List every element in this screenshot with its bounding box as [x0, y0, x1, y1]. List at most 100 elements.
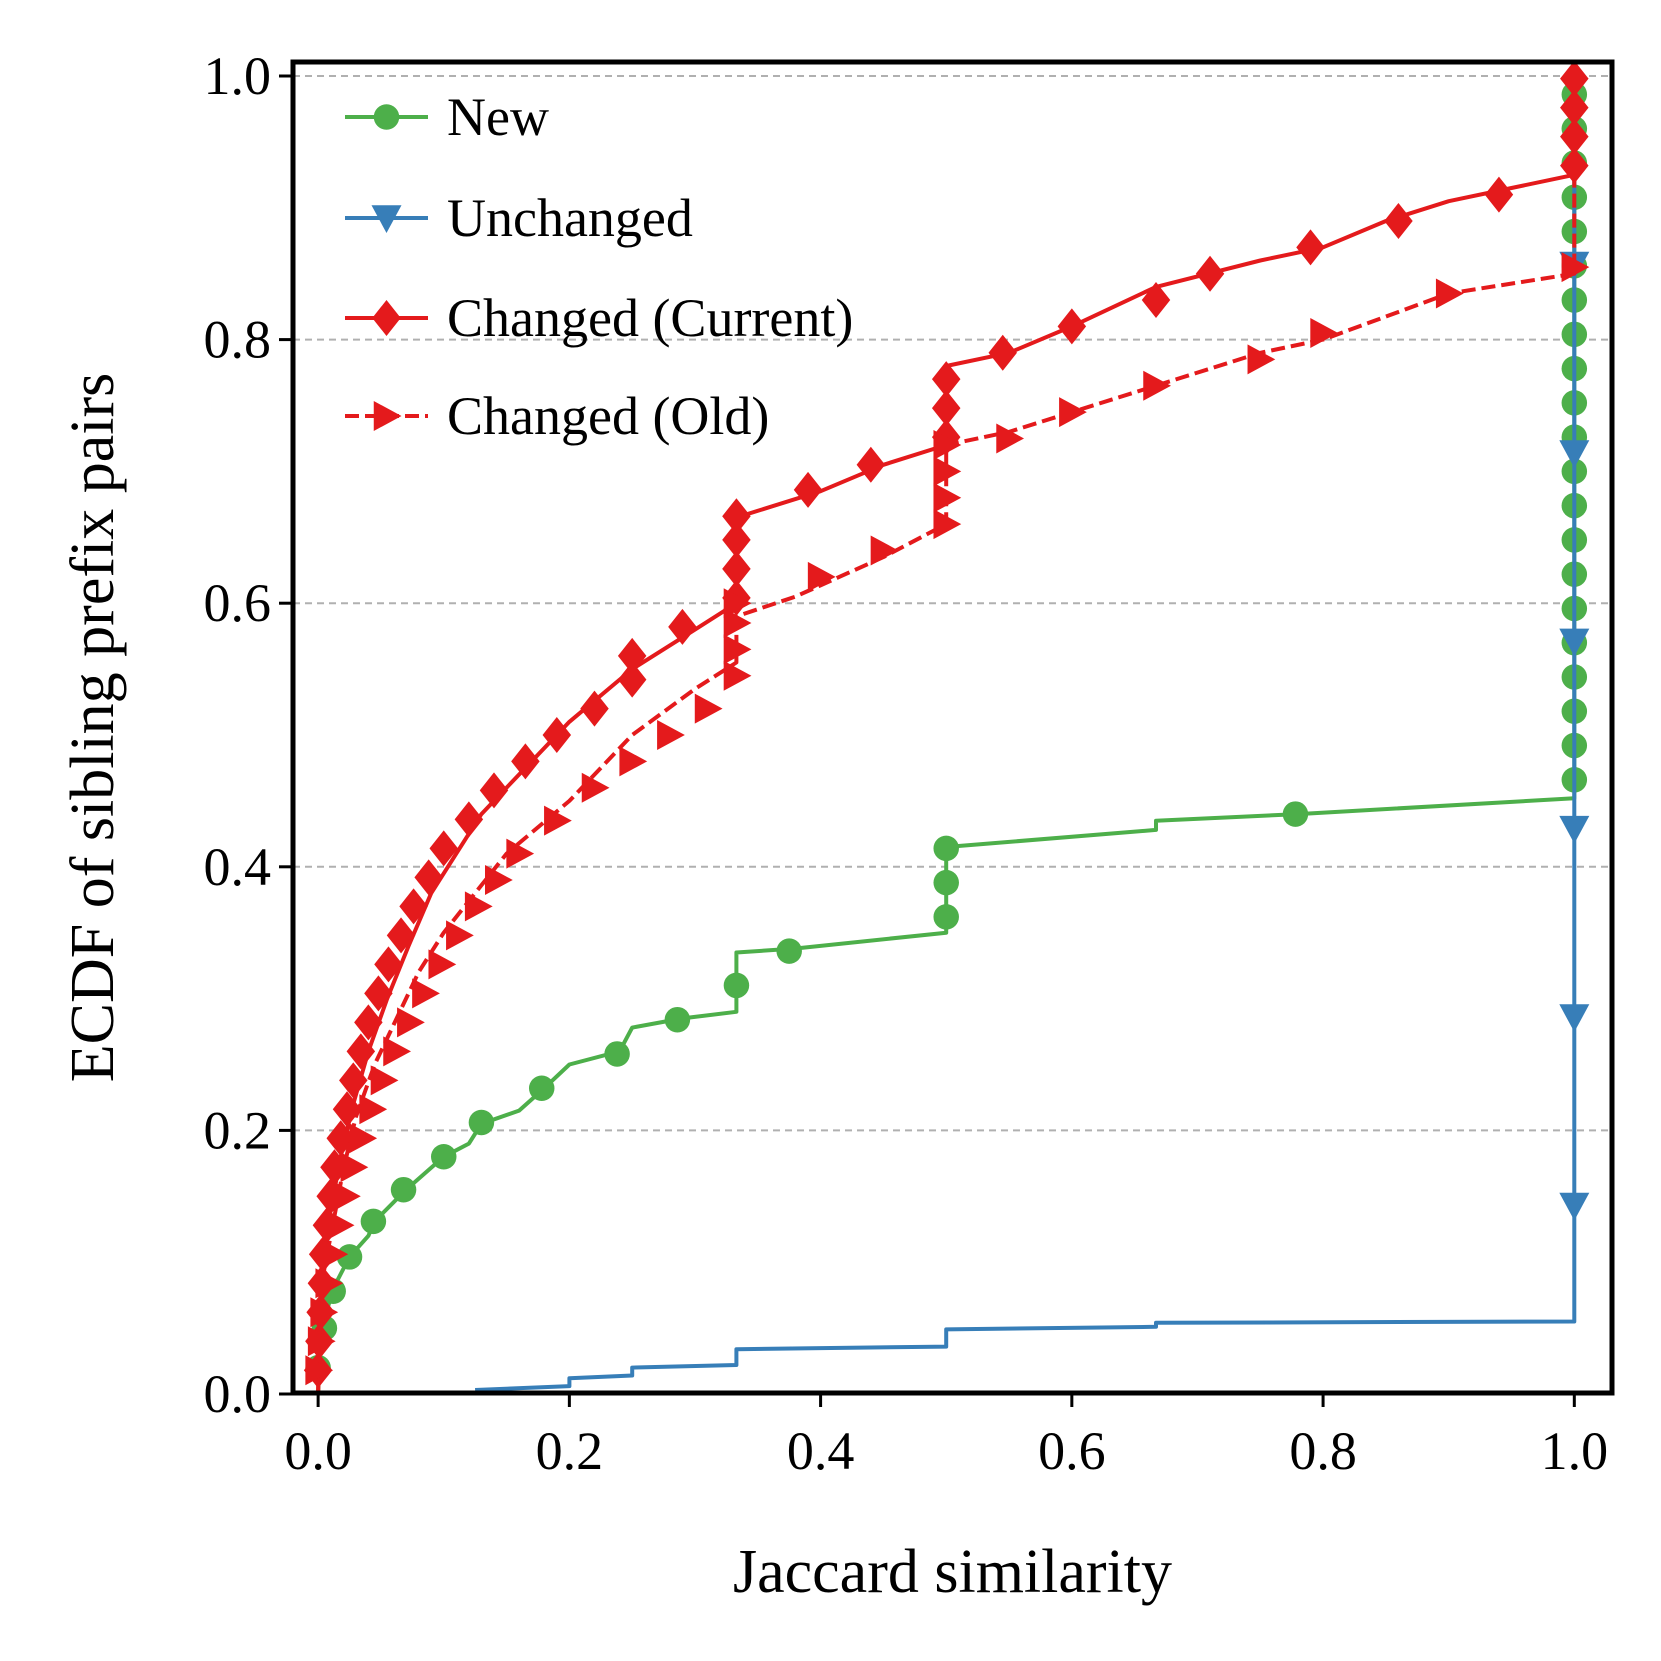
- legend-marker-new: [373, 104, 400, 130]
- y-tick-label-3: 0.6: [204, 573, 272, 633]
- series-point-changed-old-10: [370, 1065, 399, 1096]
- series-point-changed-old-14: [428, 949, 457, 980]
- legend-label-changed-old: Changed (Old): [447, 386, 769, 446]
- series-point-new-6: [430, 1144, 457, 1170]
- series-point-changed-current-20: [479, 772, 509, 809]
- x-tick-label-4: 0.8: [1289, 1421, 1357, 1481]
- series-point-changed-current-26: [668, 608, 697, 645]
- series-point-changed-current-13: [364, 975, 393, 1012]
- series-point-changed-old-3: [315, 1268, 344, 1299]
- series-point-changed-old-7: [340, 1152, 369, 1183]
- legend-entry-unchanged: Unchanged: [345, 188, 693, 248]
- series-point-changed-old-4: [320, 1239, 349, 1270]
- grid-lines: [293, 75, 1612, 1132]
- series-point-changed-old-13: [412, 978, 440, 1009]
- series-point-changed-current-11: [346, 1033, 376, 1070]
- y-tick-label-2: 0.4: [204, 837, 272, 897]
- series-point-changed-old-21: [619, 746, 648, 777]
- series-point-changed-old-17: [485, 864, 513, 895]
- series-point-changed-old-8: [349, 1123, 378, 1154]
- series-point-changed-current-16: [399, 888, 428, 925]
- series-changed-current: [303, 60, 1589, 1395]
- series-point-changed-old-26: [723, 607, 752, 638]
- series-point-changed-current-30: [722, 498, 751, 535]
- series-point-changed-old-37: [1247, 344, 1276, 375]
- series-point-changed-old-25: [723, 634, 752, 665]
- legend-label-unchanged: Unchanged: [447, 188, 693, 248]
- series-point-changed-current-10: [339, 1062, 368, 1099]
- series-point-changed-old-0: [305, 1355, 334, 1386]
- legend-entry-changed-current: Changed (Current): [345, 288, 853, 348]
- legend-symbol-changed-old: [345, 401, 428, 431]
- series-point-changed-current-40: [1296, 229, 1325, 266]
- legend-marker-unchanged: [371, 205, 402, 233]
- series-point-changed-current-34: [931, 390, 961, 427]
- legend-entry-changed-old: Changed (Old): [345, 386, 769, 446]
- y-tick-label-1: 0.2: [204, 1100, 272, 1160]
- series-line-unchanged: [475, 76, 1577, 1392]
- series-point-changed-current-37: [1057, 308, 1087, 345]
- series-point-changed-current-42: [1484, 176, 1514, 213]
- series-point-unchanged-2: [1559, 815, 1590, 844]
- series-point-changed-current-32: [856, 446, 886, 483]
- plot-series: [303, 60, 1590, 1395]
- series-point-changed-old-30: [933, 509, 962, 540]
- series-unchanged: [475, 76, 1590, 1392]
- y-tick-label-0: 0.0: [204, 1364, 272, 1424]
- series-point-new-16: [1282, 801, 1309, 827]
- series-point-unchanged-3: [1559, 628, 1590, 657]
- plot-frame: [290, 59, 1615, 1396]
- series-point-changed-current-19: [454, 801, 484, 838]
- series-point-changed-old-38: [1310, 318, 1339, 349]
- series-point-new-15: [933, 835, 959, 862]
- series-point-changed-old-22: [657, 720, 685, 750]
- series-point-changed-current-29: [722, 521, 751, 558]
- series-point-new-5: [390, 1176, 417, 1203]
- series-point-new-13: [933, 904, 959, 930]
- series-point-changed-old-19: [544, 805, 572, 836]
- legend-symbol-unchanged: [345, 205, 428, 233]
- series-point-changed-current-36: [988, 334, 1017, 371]
- series-point-changed-old-33: [933, 430, 962, 461]
- x-tick-label-3: 0.6: [1038, 1421, 1106, 1481]
- series-point-new-8: [528, 1075, 555, 1101]
- series-point-changed-current-38: [1141, 282, 1171, 319]
- series-line-changed-old: [316, 76, 1577, 1395]
- legend-symbol-changed-current: [345, 300, 428, 336]
- series-point-changed-old-31: [933, 482, 962, 513]
- legend-symbol-new: [345, 104, 428, 130]
- series-point-changed-old-28: [807, 561, 836, 592]
- x-axis-title: Jaccard similarity: [733, 1538, 1172, 1606]
- series-point-new-12: [776, 938, 802, 964]
- series-new: [305, 76, 1588, 1395]
- y-tick-label-4: 0.8: [204, 310, 272, 370]
- series-point-changed-old-18: [506, 838, 535, 869]
- legend-label-changed-current: Changed (Current): [447, 288, 853, 348]
- series-point-changed-current-14: [374, 946, 403, 983]
- series-point-changed-old-35: [1059, 397, 1087, 428]
- legend-label-new: New: [447, 87, 549, 147]
- legend-marker-changed-current: [372, 300, 401, 336]
- series-point-changed-current-35: [931, 361, 961, 398]
- series-changed-old: [305, 76, 1590, 1395]
- series-point-changed-old-39: [1435, 278, 1464, 309]
- series-point-changed-old-9: [359, 1094, 388, 1125]
- series-point-changed-old-24: [723, 660, 752, 691]
- series-point-changed-current-24: [617, 661, 647, 698]
- series-point-changed-current-22: [542, 717, 572, 753]
- series-point-changed-old-2: [310, 1297, 339, 1328]
- legend: New Unchanged Changed (Current) Changed …: [345, 87, 853, 446]
- series-point-new-4: [360, 1208, 387, 1235]
- series-point-changed-old-23: [694, 693, 723, 724]
- series-point-changed-old-40: [1561, 252, 1590, 283]
- x-tick-label-0: 0.0: [284, 1421, 352, 1481]
- series-point-changed-current-18: [429, 830, 458, 867]
- series-point-new-10: [664, 1006, 691, 1033]
- series-point-new-11: [723, 972, 750, 999]
- legend-entry-new: New: [345, 87, 549, 147]
- x-tick-label-5: 1.0: [1541, 1421, 1609, 1481]
- series-point-unchanged-4: [1559, 440, 1590, 468]
- series-point-changed-old-12: [397, 1007, 425, 1038]
- series-point-changed-current-39: [1195, 255, 1225, 292]
